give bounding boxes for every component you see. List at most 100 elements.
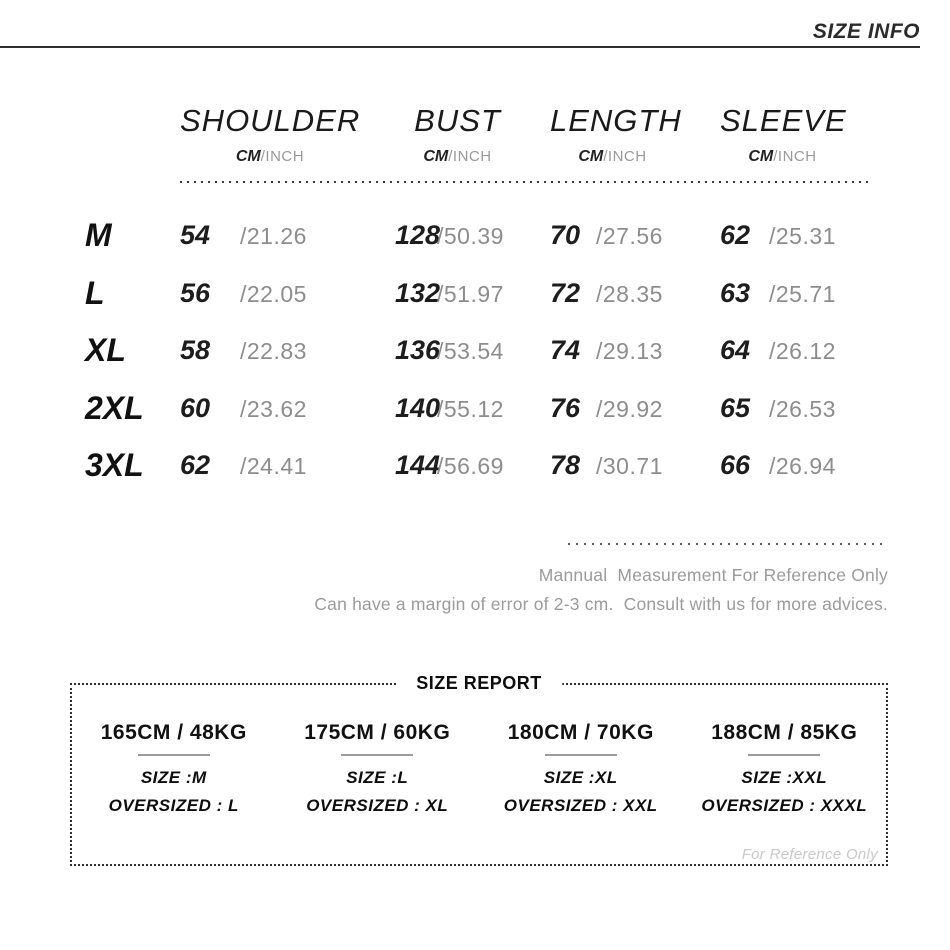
- inch-value: /55.12: [437, 395, 504, 422]
- inch-value: /29.13: [596, 338, 663, 365]
- report-oversized: OVERSIZED : XL: [306, 796, 449, 815]
- shoulder-cell: 54/21.26: [180, 220, 360, 251]
- cm-value: 62: [180, 450, 211, 481]
- size-label: M: [85, 217, 112, 254]
- inch-value: /23.62: [240, 395, 307, 422]
- report-entry-4: 188CM / 85KG SIZE :XXL OVERSIZED : XXXL: [683, 721, 887, 816]
- cm-value: 58: [180, 335, 211, 366]
- sleeve-cell: 66/26.94: [675, 450, 845, 481]
- size-table-header-row: SHOULDER CM/INCH BUST CM/INCH LENGTH CM/…: [85, 103, 885, 166]
- length-cell: 72/28.35: [520, 278, 675, 309]
- cm-value: 144: [395, 450, 441, 481]
- shoulder-cell: 58/22.83: [180, 335, 360, 366]
- cm-value: 78: [550, 450, 581, 481]
- cm-value: 60: [180, 392, 211, 423]
- inch-value: /30.71: [596, 453, 663, 480]
- unit-inch-label: /INCH: [603, 148, 647, 165]
- unit-inch-label: /INCH: [448, 148, 492, 165]
- inch-value: /29.92: [596, 395, 663, 422]
- height-weight: 188CM / 85KG: [711, 721, 858, 744]
- length-cell: 78/30.71: [520, 450, 675, 481]
- shoulder-cell: 56/22.05: [180, 278, 360, 309]
- cm-value: 63: [720, 277, 751, 308]
- unit-cm-label: CM: [423, 148, 449, 165]
- height-weight: 180CM / 70KG: [507, 721, 654, 744]
- report-entry-1: 165CM / 48KG SIZE :M OVERSIZED : L: [72, 721, 276, 816]
- height-weight: 175CM / 60KG: [304, 721, 451, 744]
- size-report-box: SIZE REPORT 165CM / 48KG SIZE :M OVERSIZ…: [70, 673, 888, 866]
- report-divider: [544, 754, 617, 756]
- length-cell: 74/29.13: [520, 335, 675, 366]
- sleeve-cell: 62/25.31: [675, 220, 845, 251]
- table-row-l: L 56/22.05 132/51.97 72/28.35 63/25.71: [85, 265, 885, 323]
- report-footnote: For Reference Only: [741, 846, 878, 863]
- bust-cell: 128/50.39: [360, 220, 520, 251]
- cm-value: 56: [180, 277, 211, 308]
- bust-cell: 144/56.69: [360, 450, 520, 481]
- sleeve-cell: 64/26.12: [675, 335, 845, 366]
- bust-cell: 136/53.54: [360, 335, 520, 366]
- cm-value: 54: [180, 220, 211, 251]
- cm-value: 66: [720, 450, 751, 481]
- cm-value: 132: [395, 277, 441, 308]
- size-label: 2XL: [85, 389, 144, 426]
- table-dotted-divider: [180, 181, 872, 183]
- inch-value: /26.94: [769, 453, 836, 480]
- table-row-3xl: 3XL 62/24.41 144/56.69 78/30.71 66/26.94: [85, 437, 885, 495]
- bust-cell: 132/51.97: [360, 278, 520, 309]
- report-size: SIZE :L: [346, 768, 409, 787]
- unit-inch-label: /INCH: [773, 148, 817, 165]
- shoulder-cell: 60/23.62: [180, 393, 360, 424]
- column-title: LENGTH: [550, 103, 682, 138]
- inch-value: /26.53: [769, 395, 836, 422]
- inch-value: /53.54: [437, 338, 504, 365]
- column-title: BUST: [414, 103, 501, 138]
- cm-value: 74: [550, 335, 581, 366]
- cm-value: 62: [720, 220, 751, 251]
- header-rule: [0, 46, 920, 48]
- cm-value: 70: [550, 220, 581, 251]
- cm-value: 140: [395, 392, 441, 423]
- unit-cm-label: CM: [235, 148, 261, 165]
- size-label: XL: [85, 332, 126, 369]
- report-size: SIZE :XL: [543, 768, 618, 787]
- size-table: SHOULDER CM/INCH BUST CM/INCH LENGTH CM/…: [85, 103, 885, 495]
- sleeve-cell: 65/26.53: [675, 393, 845, 424]
- inch-value: /50.39: [437, 223, 504, 250]
- inch-value: /25.71: [769, 280, 836, 307]
- cm-value: 72: [550, 277, 581, 308]
- height-weight: 165CM / 48KG: [100, 721, 247, 744]
- unit-cm-label: CM: [748, 148, 774, 165]
- report-size: SIZE :XXL: [741, 768, 828, 787]
- report-oversized: OVERSIZED : L: [108, 796, 239, 815]
- table-row-2xl: 2XL 60/23.62 140/55.12 76/29.92 65/26.53: [85, 380, 885, 438]
- cm-value: 64: [720, 335, 751, 366]
- page-title: SIZE INFO: [812, 20, 920, 43]
- column-header-sleeve: SLEEVE CM/INCH: [675, 103, 846, 166]
- report-divider: [137, 754, 210, 756]
- table-row-m: M 54/21.26 128/50.39 70/27.56 62/25.31: [85, 207, 885, 265]
- column-title: SHOULDER: [180, 103, 361, 138]
- shoulder-cell: 62/24.41: [180, 450, 360, 481]
- report-oversized: OVERSIZED : XXXL: [701, 796, 868, 815]
- size-report-title: SIZE REPORT: [396, 673, 562, 694]
- sleeve-cell: 63/25.71: [675, 278, 845, 309]
- inch-value: /22.83: [240, 338, 307, 365]
- note-line-1: Mannual Measurement For Reference Only: [538, 565, 888, 585]
- length-cell: 76/29.92: [520, 393, 675, 424]
- inch-value: /22.05: [240, 280, 307, 307]
- column-units: CM/INCH: [180, 148, 360, 166]
- report-size: SIZE :M: [140, 768, 207, 787]
- report-entry-2: 175CM / 60KG SIZE :L OVERSIZED : XL: [276, 721, 480, 816]
- size-table-body: M 54/21.26 128/50.39 70/27.56 62/25.31 L…: [85, 207, 885, 495]
- report-oversized: OVERSIZED : XXL: [503, 796, 658, 815]
- report-entry-3: 180CM / 70KG SIZE :XL OVERSIZED : XXL: [479, 721, 683, 816]
- column-units: CM/INCH: [395, 148, 520, 166]
- inch-value: /25.31: [769, 223, 836, 250]
- table-row-xl: XL 58/22.83 136/53.54 74/29.13 64/26.12: [85, 322, 885, 380]
- column-units: CM/INCH: [550, 148, 675, 166]
- cm-value: 76: [550, 392, 581, 423]
- column-header-length: LENGTH CM/INCH: [520, 103, 682, 166]
- column-header-bust: BUST CM/INCH: [360, 103, 520, 166]
